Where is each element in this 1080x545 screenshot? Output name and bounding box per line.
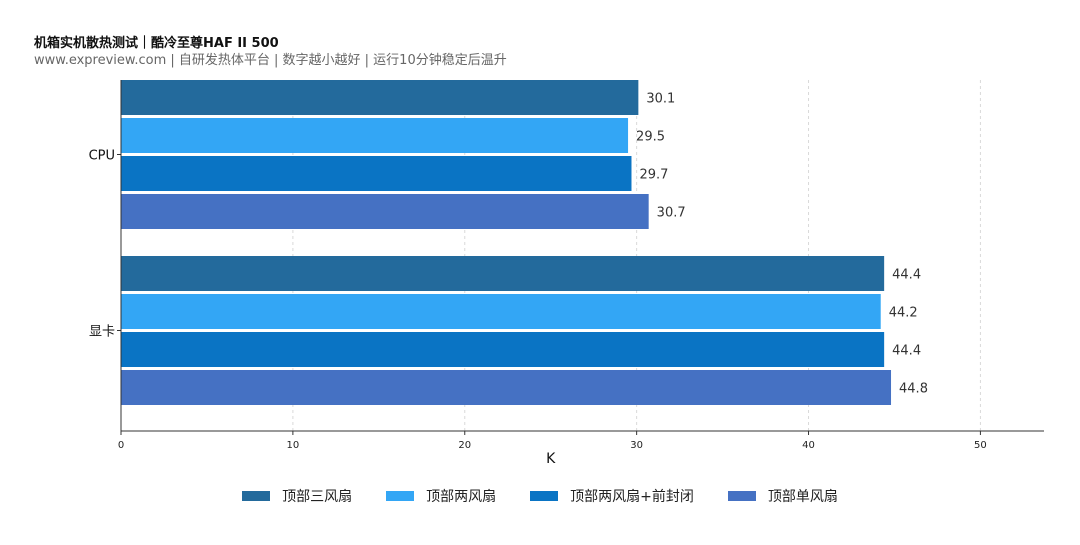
legend-swatch (242, 491, 271, 501)
bar (121, 370, 892, 405)
data-label: 44.2 (889, 306, 918, 321)
x-tick-label: 0 (118, 440, 124, 451)
data-label: 29.5 (636, 130, 665, 145)
legend-swatch (386, 491, 415, 501)
bar (121, 256, 885, 291)
bar (121, 80, 639, 115)
legend-label: 顶部两风扇 (426, 489, 497, 505)
legend-swatch (727, 491, 756, 501)
legend-label: 顶部三风扇 (282, 489, 353, 505)
chart-title: 机箱实机散热测试｜酷冷至尊HAF II 500 (34, 36, 279, 51)
legend-item-top-single-fan: 顶部单风扇 (727, 486, 838, 506)
x-tick-label: 10 (287, 440, 300, 451)
data-label: 44.4 (892, 344, 921, 359)
category-label: CPU (89, 149, 115, 164)
x-tick-label: 20 (458, 440, 471, 451)
bar (121, 332, 885, 367)
data-label: 44.8 (899, 382, 928, 397)
legend: 顶部三风扇 顶部两风扇 顶部两风扇+前封闭 顶部单风扇 (0, 486, 1080, 506)
legend-label: 顶部两风扇+前封闭 (570, 489, 694, 505)
chart-subtitle: www.expreview.com | 自研发热体平台 | 数字越小越好 | 运… (34, 53, 507, 68)
x-tick-label: 40 (802, 440, 815, 451)
x-tick-label: 50 (974, 440, 987, 451)
bar (121, 156, 632, 191)
legend-item-top-three-fans: 顶部三风扇 (242, 486, 352, 506)
legend-item-top-two-fans: 顶部两风扇 (386, 486, 496, 506)
category-label: 显卡 (89, 325, 115, 340)
bar (121, 294, 881, 329)
bar-chart: 0 10 20 30 40 50 30.1 29.5 29.7 30.7 CPU 44.4 44.2 44… (89, 80, 1044, 467)
x-tick-label: 30 (630, 440, 643, 451)
bar (121, 118, 629, 153)
x-axis-label: K (546, 451, 556, 467)
legend-swatch (530, 491, 559, 501)
data-label: 30.1 (646, 92, 675, 107)
legend-item-top-two-fans-front-closed: 顶部两风扇+前封闭 (530, 486, 694, 506)
legend-label: 顶部单风扇 (767, 489, 838, 505)
data-label: 30.7 (657, 206, 686, 221)
data-label: 29.7 (639, 168, 668, 183)
bar (121, 194, 649, 229)
data-label: 44.4 (892, 268, 921, 283)
